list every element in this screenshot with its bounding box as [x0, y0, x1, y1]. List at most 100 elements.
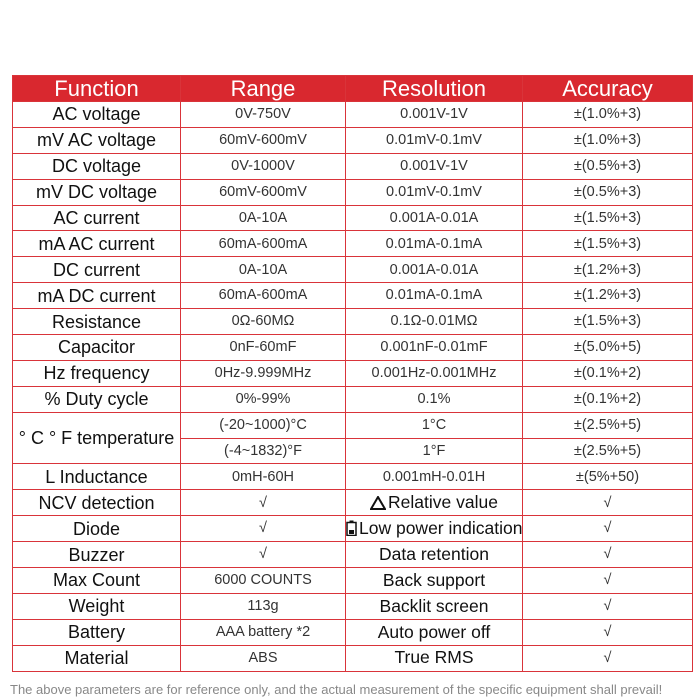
value-cell: 0.001V-1V: [345, 101, 523, 128]
cell-text: √: [259, 494, 267, 511]
cell-text: DC current: [52, 259, 141, 280]
table-row: Diode √ Low power indication √: [12, 515, 693, 543]
cell-text: 0.01mV-0.1mV: [386, 132, 482, 149]
function-cell: Buzzer: [12, 541, 181, 569]
cell-text: Low power indication: [359, 517, 523, 538]
cell-text: ±(1.2%+3): [573, 261, 642, 278]
value-cell: √: [522, 567, 693, 594]
cell-text: √: [259, 520, 267, 537]
value-cell: 60mA-600mA: [180, 230, 346, 258]
value-cell: √: [522, 515, 693, 543]
value-cell: ±(1.0%+3): [522, 101, 693, 128]
table-row: mV DC voltage 60mV-600mV 0.01mV-0.1mV ±(0.5…: [12, 178, 693, 206]
value-cell: Relative value: [345, 489, 523, 517]
cell-text: 0A-10A: [238, 261, 288, 278]
value-cell: (-20~1000)°C: [180, 411, 346, 439]
value-cell: 60mV-600mV: [180, 178, 346, 206]
value-cell: 0.001nF-0.01mF: [345, 334, 523, 361]
value-cell: 0mH-60H: [180, 463, 346, 491]
value-cell: 60mV-600mV: [180, 126, 346, 154]
cell-text: Data retention: [379, 543, 489, 564]
table-row: Material ABS True RMS √: [12, 644, 693, 672]
value-cell: ±(2.5%+5): [522, 411, 693, 439]
function-cell: Hz frequency: [12, 359, 181, 387]
value-cell: ±(1.2%+3): [522, 256, 693, 284]
cell-text: 0V-750V: [235, 106, 291, 123]
value-cell: 0.001mH-0.01H: [345, 463, 523, 491]
cell-text: ±(1.5%+3): [573, 235, 642, 252]
cell-text: (-20~1000)°C: [219, 416, 307, 433]
function-cell: Max Count: [12, 567, 181, 594]
cell-text: Battery: [67, 622, 126, 643]
function-cell: Capacitor: [12, 334, 181, 361]
cell-text: 0A-10A: [238, 209, 288, 226]
table-row: mA DC current 60mA-600mA 0.01mA-0.1mA ±(1.2…: [12, 282, 693, 310]
value-cell: √: [522, 644, 693, 672]
value-cell: √: [522, 592, 693, 620]
table-row: AC voltage 0V-750V 0.001V-1V ±(1.0%+3): [12, 101, 693, 128]
function-cell: DC voltage: [12, 152, 181, 180]
value-cell: ±(0.1%+2): [522, 385, 693, 413]
value-cell: 0nF-60mF: [180, 334, 346, 361]
cell-text: 1°F: [422, 442, 446, 459]
icon: [369, 495, 387, 511]
spec-table: Function Range Resolution Accuracy AC volta…: [12, 75, 693, 672]
cell-text: Material: [64, 648, 129, 669]
header-cell: Range: [180, 75, 346, 102]
cell-text: DC voltage: [51, 156, 142, 177]
cell-text: 0nF-60mF: [229, 339, 297, 356]
function-cell: mA AC current: [12, 230, 181, 258]
value-cell: 1°C: [345, 411, 523, 439]
value-cell: Backlit screen: [345, 592, 523, 620]
cell-text: √: [603, 649, 612, 666]
cell-text: ±(1.5%+3): [573, 209, 642, 226]
cell-text: AAA battery *2: [215, 624, 311, 640]
table-row: Battery AAA battery *2 Auto power off √: [12, 618, 693, 646]
function-cell: Material: [12, 644, 181, 672]
value-cell: ±(5%+50): [522, 463, 693, 491]
function-cell: ° C ° F temperature: [12, 411, 181, 465]
value-cell: √: [522, 489, 693, 517]
function-cell: AC voltage: [12, 101, 181, 128]
table-row: mV AC voltage 60mV-600mV 0.01mV-0.1mV ±(1.0…: [12, 126, 693, 154]
cell-text: ±(5.0%+5): [573, 339, 642, 356]
table-row: NCV detection √ Relative value √: [12, 489, 693, 517]
value-cell: ±(1.5%+3): [522, 308, 693, 336]
cell-text: Capacitor: [57, 337, 136, 358]
function-cell: Diode: [12, 515, 181, 543]
cell-text: Hz frequency: [43, 363, 150, 384]
cell-text: mA AC current: [38, 233, 155, 254]
value-cell: 0.001A-0.01A: [345, 256, 523, 284]
value-cell: ±(1.5%+3): [522, 230, 693, 258]
function-cell: mV DC voltage: [12, 178, 181, 206]
cell-text: 0.001mH-0.01H: [382, 468, 486, 485]
cell-text: ±(0.5%+3): [573, 157, 642, 174]
cell-text: Max Count: [52, 570, 141, 591]
cell-text: 0.001V-1V: [400, 157, 468, 174]
cell-text: ±(0.1%+2): [573, 390, 642, 407]
value-cell: ±(1.2%+3): [522, 282, 693, 310]
footnote: The above parameters are for reference o…: [10, 682, 663, 697]
function-cell: mA DC current: [12, 282, 181, 310]
value-cell: √: [180, 515, 346, 543]
cell-text: ±(1.0%+3): [573, 132, 642, 149]
table-row: Resistance 0Ω-60MΩ 0.1Ω-0.01MΩ ±(1.5%+3): [12, 308, 693, 336]
cell-text: 0.001nF-0.01mF: [380, 339, 488, 356]
table-row: DC current 0A-10A 0.001A-0.01A ±(1.2%+3): [12, 256, 693, 284]
cell-text: √: [259, 546, 267, 563]
cell-text: Auto power off: [377, 621, 491, 642]
cell-text: √: [603, 624, 612, 640]
cell-text: √: [603, 546, 612, 563]
cell-text: 60mA-600mA: [218, 235, 308, 252]
value-cell: 0.01mA-0.1mA: [345, 230, 523, 258]
cell-text: 0mH-60H: [231, 468, 295, 485]
function-cell: mV AC voltage: [12, 126, 181, 154]
table-row: DC voltage 0V-1000V 0.001V-1V ±(0.5%+3): [12, 152, 693, 180]
cell-text: √: [603, 494, 612, 511]
cell-text: ±(0.1%+2): [573, 365, 642, 382]
value-cell: 0.001A-0.01A: [345, 204, 523, 232]
table-row: mA AC current 60mA-600mA 0.01mA-0.1mA ±(1.5…: [12, 230, 693, 258]
value-cell: Back support: [345, 567, 523, 594]
function-cell: AC current: [12, 204, 181, 232]
